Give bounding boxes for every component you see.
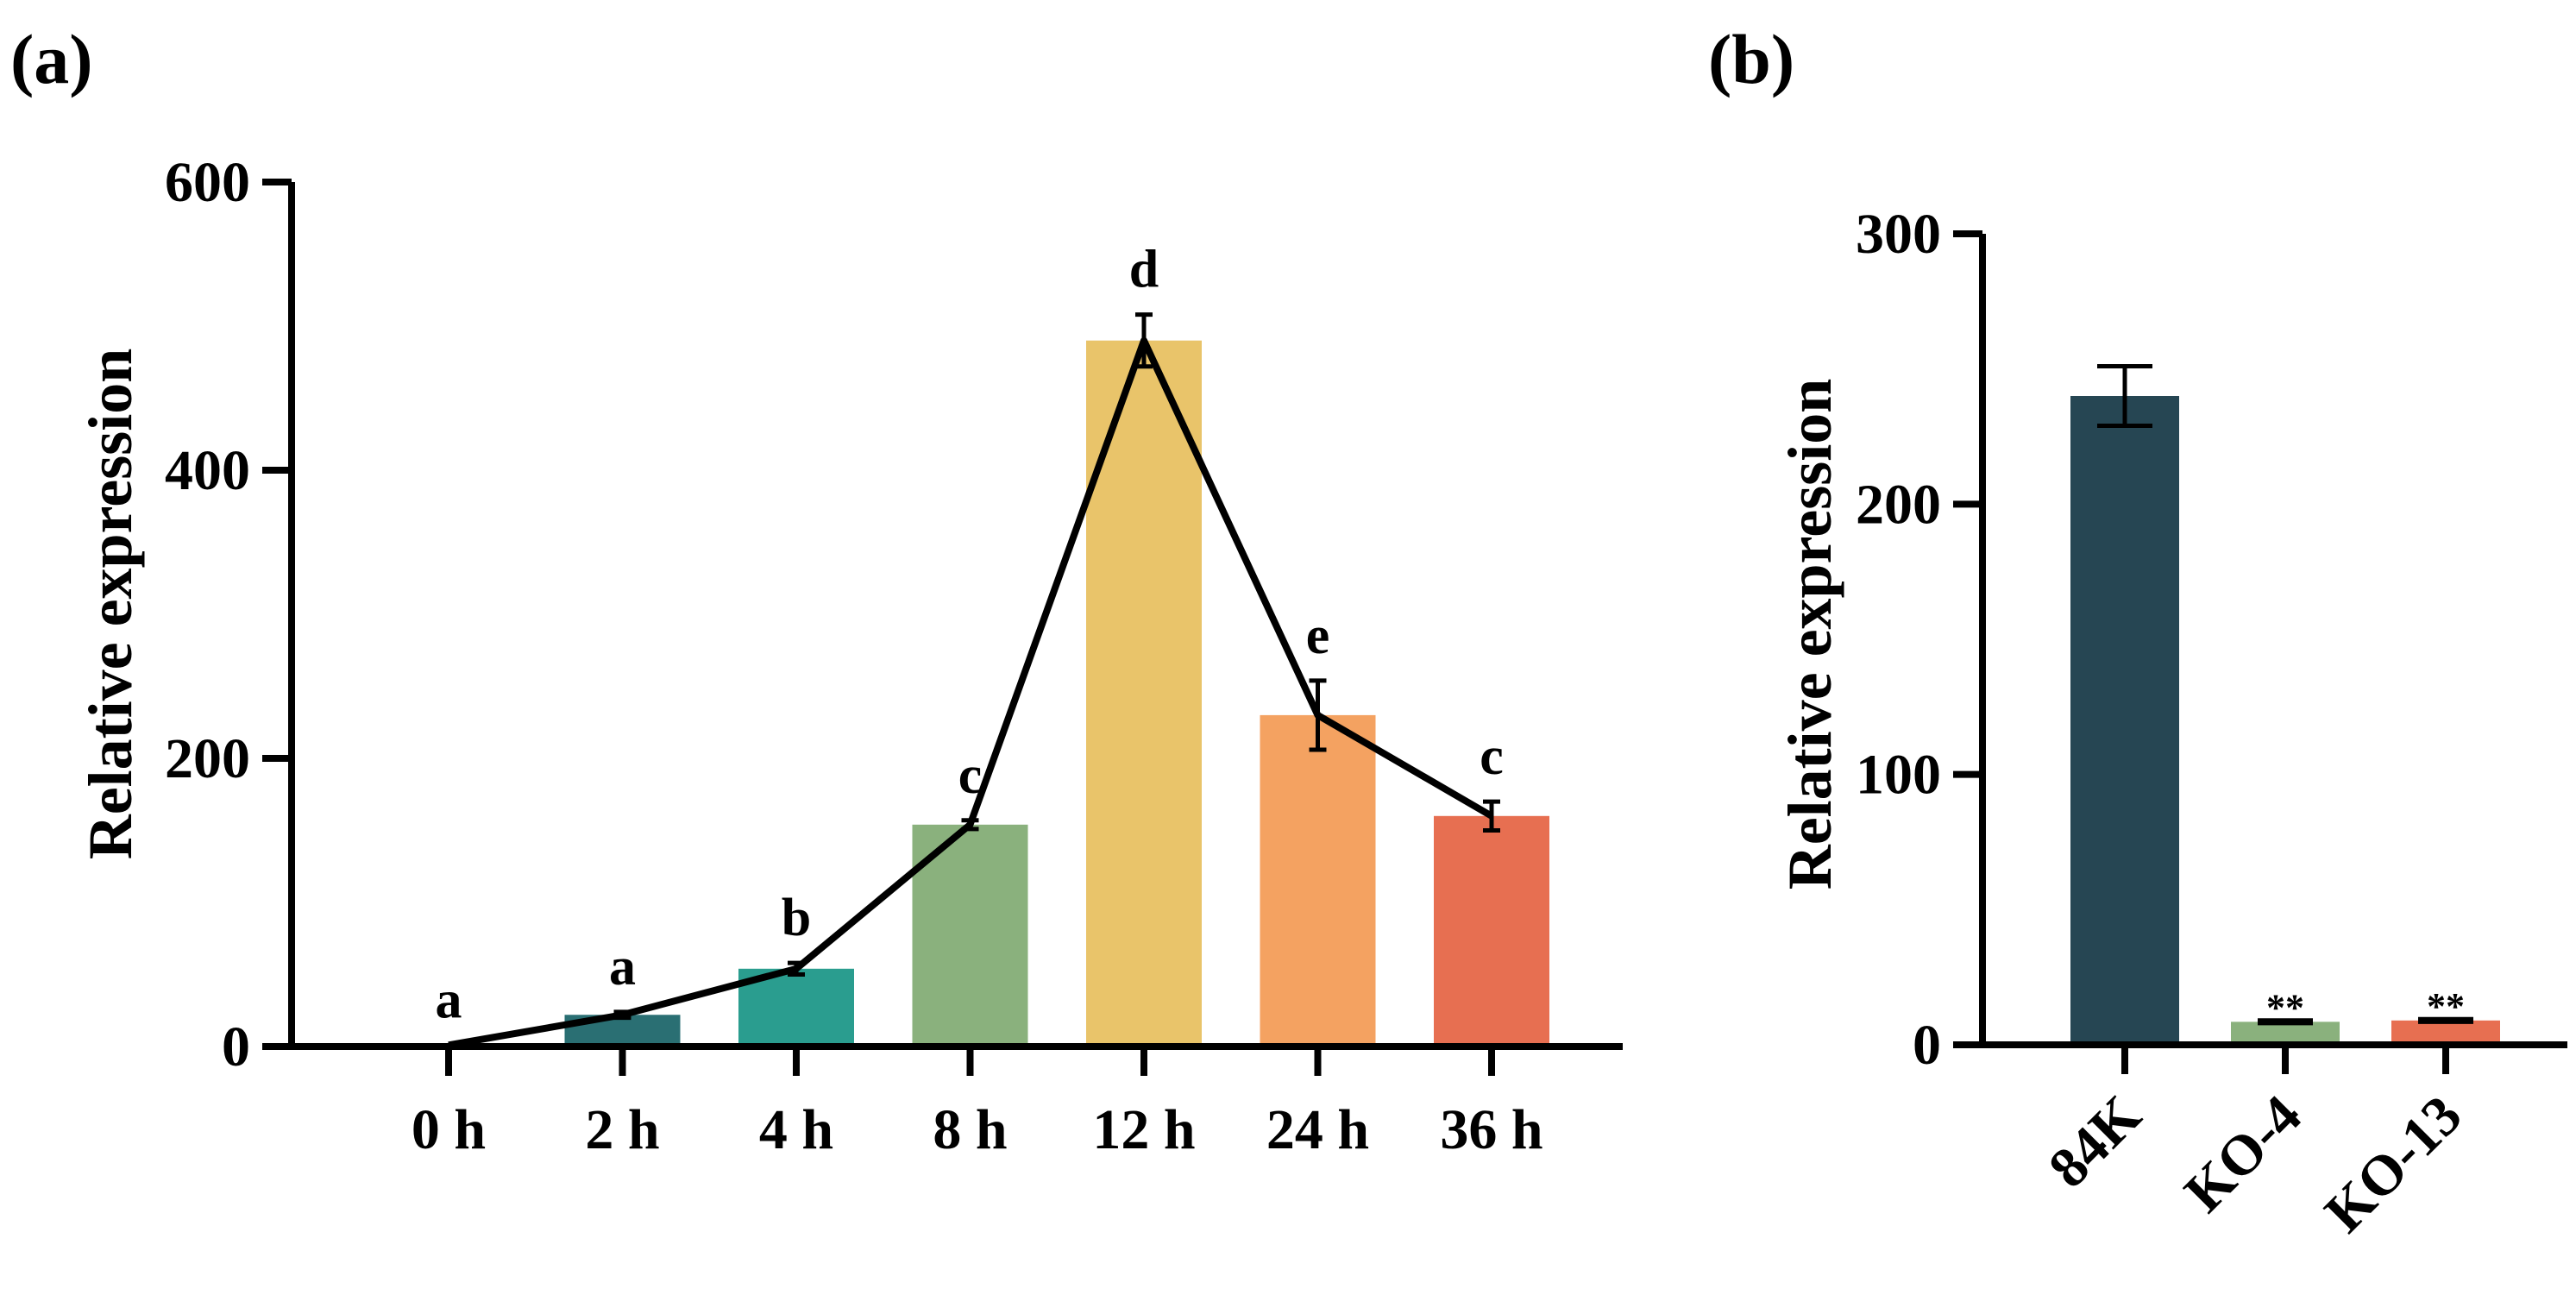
- panel-a-bars: [391, 340, 1549, 1047]
- panel-a: (a) Relative expression a a b c d e c 0 200 400 6…: [10, 20, 1623, 1161]
- y-tick-label: 400: [165, 439, 250, 502]
- x-tick-label: 36 h: [1440, 1098, 1542, 1161]
- y-tick-label: 200: [165, 727, 250, 790]
- error-bar-24h: [1309, 678, 1327, 752]
- y-tick-label: 200: [1856, 473, 1941, 536]
- y-tick-label: 0: [1913, 1014, 1941, 1077]
- error-bar-KO-13: [2418, 1016, 2473, 1024]
- panel-b-label: (b): [1708, 20, 1794, 98]
- error-bar-8h: [961, 818, 979, 832]
- panel-a-y-ticks: 0 200 400 600: [165, 151, 292, 1078]
- error-bar-12h: [1135, 312, 1153, 369]
- panel-b-bars: [2070, 396, 2500, 1045]
- x-tick-label: KO-4: [2173, 1084, 2314, 1224]
- x-tick-label: 4 h: [759, 1098, 833, 1161]
- panel-b-error-bars: [2097, 364, 2473, 1026]
- panel-a-error-bars: [613, 312, 1500, 1021]
- x-tick-label: 2 h: [585, 1098, 659, 1161]
- error-bar-2h: [613, 1009, 631, 1021]
- significance-letter: b: [782, 889, 811, 947]
- panel-b-y-ticks: 0 100 200 300: [1856, 203, 1982, 1077]
- panel-b: (b) Relative expression ** ** 0100200300 …: [1708, 20, 2567, 1244]
- significance-letter: e: [1306, 607, 1330, 665]
- panel-a-significance-letters: a a b c d e c: [436, 241, 1504, 1030]
- x-tick-label: 0 h: [412, 1098, 486, 1161]
- bar-12h: [1086, 340, 1202, 1047]
- bar-8h: [912, 824, 1028, 1047]
- significance-letter: a: [436, 971, 462, 1029]
- bar-36h: [1434, 815, 1549, 1047]
- significance-letter: c: [958, 746, 983, 805]
- significance-letter: c: [1480, 727, 1504, 786]
- y-tick-label: 0: [222, 1015, 250, 1078]
- y-tick-label: 100: [1856, 744, 1941, 807]
- panel-b-y-axis-title: Relative expression: [1775, 379, 1844, 890]
- y-tick-label: 300: [1856, 203, 1941, 266]
- bar-KO-4: [2231, 1022, 2340, 1045]
- error-bar-84K: [2097, 364, 2152, 428]
- significance-mark: **: [2266, 986, 2304, 1028]
- x-tick-label: 12 h: [1092, 1098, 1195, 1161]
- x-tick-label: 24 h: [1266, 1098, 1369, 1161]
- panel-a-x-ticks: 0 h 2 h 4 h 8 h 12 h 24 h 36 h: [412, 1047, 1543, 1161]
- error-bar-36h: [1483, 799, 1500, 833]
- x-tick-label: 8 h: [933, 1098, 1007, 1161]
- panel-a-label: (a): [10, 20, 93, 98]
- bar-24h: [1260, 714, 1376, 1047]
- panel-b-x-ticks: 84K KO-4 KO-13: [2037, 1045, 2474, 1244]
- x-tick-label: 84K: [2037, 1084, 2153, 1200]
- y-tick-label: 600: [165, 151, 250, 214]
- significance-mark: **: [2427, 985, 2465, 1028]
- bar-84K: [2070, 396, 2179, 1045]
- panel-a-y-axis-title: Relative expression: [76, 349, 145, 860]
- significance-letter: d: [1129, 241, 1159, 299]
- x-tick-label: KO-13: [2313, 1084, 2473, 1244]
- bar-KO-13: [2391, 1020, 2500, 1045]
- error-bar-4h: [788, 960, 805, 977]
- panel-b-significance-marks: ** **: [2266, 985, 2465, 1029]
- significance-letter: a: [609, 938, 636, 996]
- error-bar-KO-4: [2258, 1018, 2313, 1026]
